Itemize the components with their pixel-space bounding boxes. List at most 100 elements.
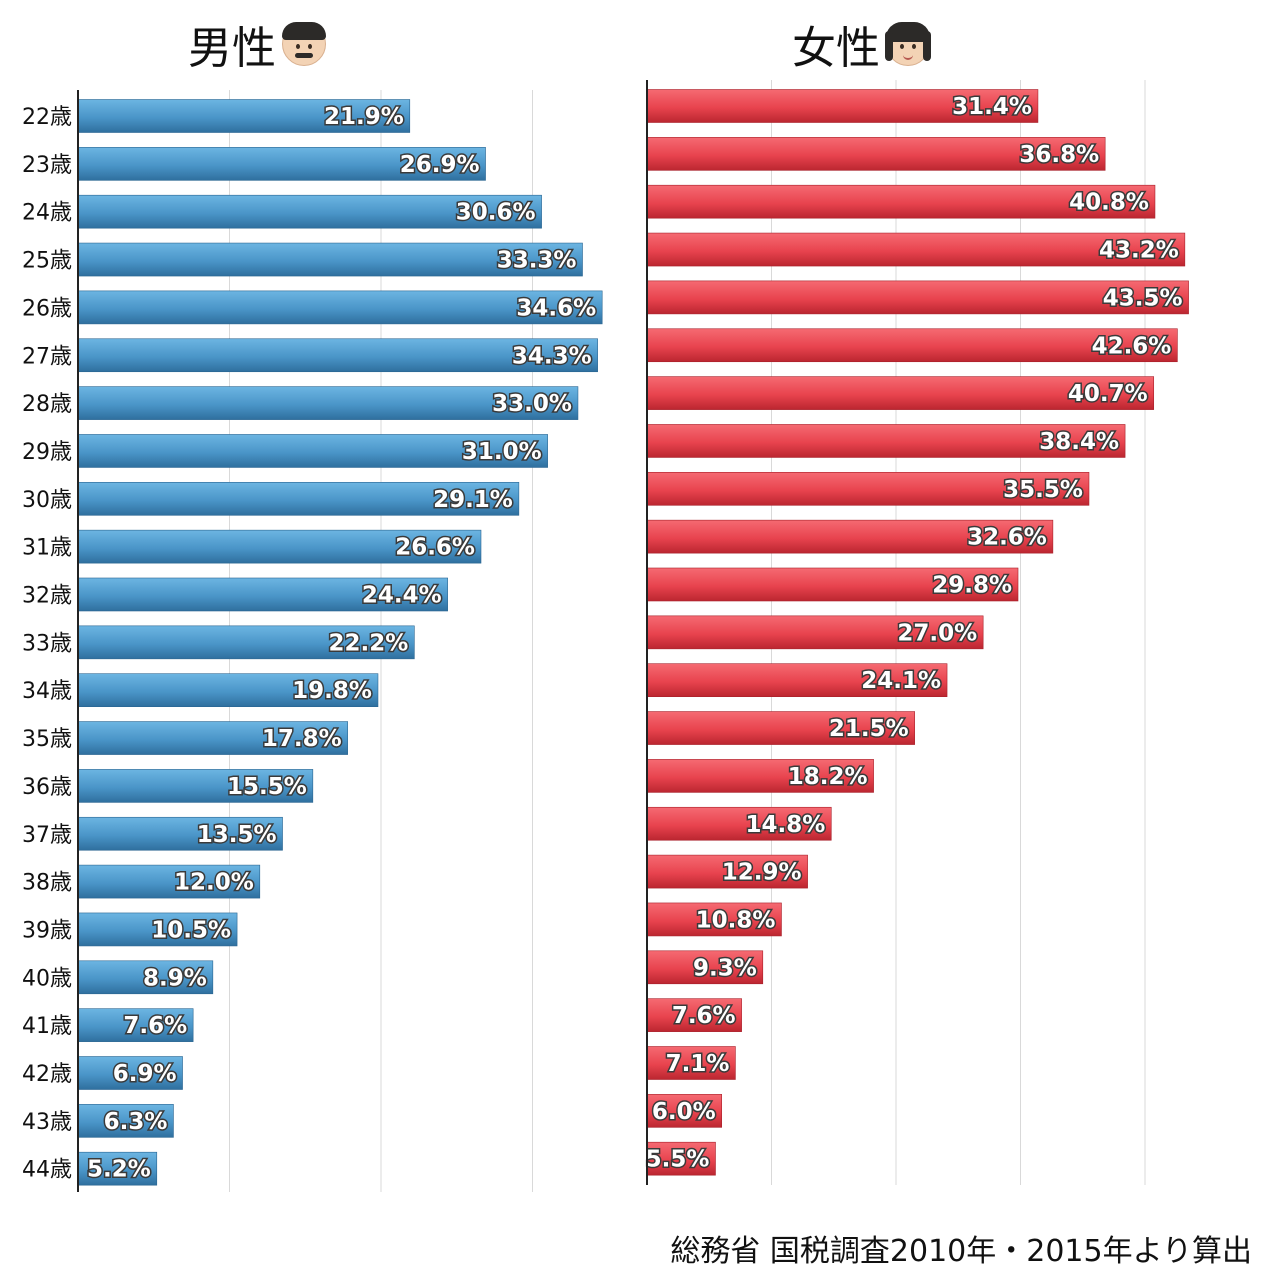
female-bar (646, 998, 742, 1032)
female-panel-title: 女性 (792, 14, 931, 74)
male-bar-value-label: 6.3% (104, 1109, 168, 1135)
female-bar-value-label: 31.4% (952, 94, 1032, 120)
female-bar-value-label: 7.6% (672, 1003, 736, 1029)
male-bar-value-label: 26.9% (400, 152, 480, 178)
age-category-label: 30歳 (22, 488, 72, 513)
male-bar (77, 147, 486, 181)
male-bar-value-label: 17.8% (262, 726, 342, 752)
female-bar-value-label: 36.8% (1019, 142, 1099, 168)
age-category-label: 29歳 (22, 440, 72, 465)
male-bar (77, 529, 482, 564)
male-bar-value-label: 29.1% (433, 487, 513, 513)
woman-emoji-icon (885, 22, 931, 66)
age-category-label: 28歳 (22, 392, 72, 417)
male-bar-value-label: 26.6% (395, 535, 475, 561)
age-category-label: 33歳 (22, 631, 72, 656)
male-bar-value-label: 10.5% (151, 917, 231, 943)
female-bar (646, 519, 1054, 554)
male-bar (77, 960, 214, 995)
female-bar (646, 328, 1178, 363)
female-bar (646, 424, 1126, 458)
female-bar (646, 137, 1106, 171)
male-bar-value-label: 13.5% (197, 822, 277, 848)
male-bar (77, 194, 542, 229)
male-bar (77, 386, 579, 420)
female-bar (646, 950, 764, 985)
male-bar (77, 816, 283, 851)
male-bar-value-label: 6.9% (113, 1061, 177, 1087)
male-bar (77, 290, 603, 325)
age-category-label: 25歳 (22, 249, 72, 274)
female-bar-value-label: 10.8% (696, 907, 776, 933)
age-category-label: 31歳 (22, 536, 72, 561)
age-category-label: 27歳 (22, 344, 72, 369)
male-bar-value-label: 12.0% (174, 870, 254, 896)
male-bar (77, 1008, 194, 1042)
male-bar-value-label: 19.8% (292, 678, 372, 704)
age-category-label: 35歳 (22, 727, 72, 752)
age-category-label: 43歳 (22, 1110, 72, 1135)
male-panel-title: 男性 (188, 14, 326, 74)
female-bar (646, 184, 1156, 219)
male-bar-value-label: 34.6% (516, 295, 596, 321)
age-category-label: 42歳 (22, 1062, 72, 1087)
male-bar (77, 242, 583, 277)
source-note: 総務省 国税調査2010年・2015年より算出 (670, 1234, 1252, 1269)
male-bar (77, 481, 520, 516)
female-bar (646, 1046, 736, 1080)
female-bar (646, 711, 915, 745)
age-category-label: 38歳 (22, 871, 72, 896)
female-bar-value-label: 35.5% (1003, 477, 1083, 503)
age-category-label: 32歳 (22, 584, 72, 609)
female-bar-value-label: 7.1% (666, 1051, 730, 1077)
female-bar-value-label: 5.5% (646, 1147, 710, 1173)
age-category-label: 37歳 (22, 823, 72, 848)
female-bar-value-label: 40.8% (1069, 190, 1149, 216)
female-bar (646, 663, 948, 698)
male-bar-value-label: 22.2% (329, 630, 409, 656)
age-category-label: 34歳 (22, 679, 72, 704)
male-bar-value-label: 15.5% (227, 774, 307, 800)
male-bar-value-label: 24.4% (362, 583, 442, 609)
female-bar-value-label: 21.5% (829, 716, 909, 742)
age-category-label: 26歳 (22, 296, 72, 321)
age-category-label: 22歳 (22, 105, 72, 130)
female-bar (646, 471, 1090, 506)
male-bar-value-label: 8.9% (143, 965, 207, 991)
female-title-text: 女性 (792, 23, 880, 74)
female-bar-value-label: 43.2% (1099, 238, 1179, 264)
female-bar (646, 280, 1189, 315)
male-bar (77, 673, 379, 708)
male-bar-value-label: 21.9% (324, 104, 404, 130)
female-bar-chart: 31.4% 36.8% 40.8% 43.2% 43.5% 42.6% 40.7% 38.4%… (644, 80, 1189, 1185)
male-bar-value-label: 31.0% (462, 439, 542, 465)
male-bar (77, 1151, 158, 1186)
male-bar-value-label: 30.6% (456, 200, 536, 226)
female-bar (646, 806, 832, 841)
female-bar-value-label: 14.8% (745, 812, 825, 838)
male-bar-value-label: 34.3% (512, 343, 592, 369)
age-category-label: 24歳 (22, 201, 72, 226)
male-bar (77, 1056, 183, 1090)
man-emoji-icon (282, 22, 326, 66)
age-category-label: 40歳 (22, 966, 72, 991)
male-bar-value-label: 7.6% (123, 1013, 187, 1039)
female-bar-value-label: 24.1% (861, 668, 941, 694)
female-bar-value-label: 12.9% (722, 860, 802, 886)
male-bar-value-label: 33.3% (497, 248, 577, 274)
female-bar-value-label: 6.0% (652, 1099, 716, 1125)
male-bar-chart: 21.9% 22歳 26.9% 23歳 30.6% 24歳 33.3% 25歳 34.6% 26歳… (22, 90, 603, 1192)
female-bar (646, 759, 874, 793)
female-bar-value-label: 29.8% (932, 573, 1012, 599)
male-bar (77, 1104, 174, 1138)
male-bar-value-label: 5.2% (87, 1157, 151, 1183)
age-category-label: 41歳 (22, 1014, 72, 1039)
female-bar-value-label: 32.6% (967, 525, 1047, 551)
age-category-label: 36歳 (22, 775, 72, 800)
male-bar (77, 434, 548, 468)
female-bar (646, 615, 984, 650)
male-bar (77, 864, 261, 899)
female-bar-value-label: 42.6% (1092, 333, 1172, 359)
